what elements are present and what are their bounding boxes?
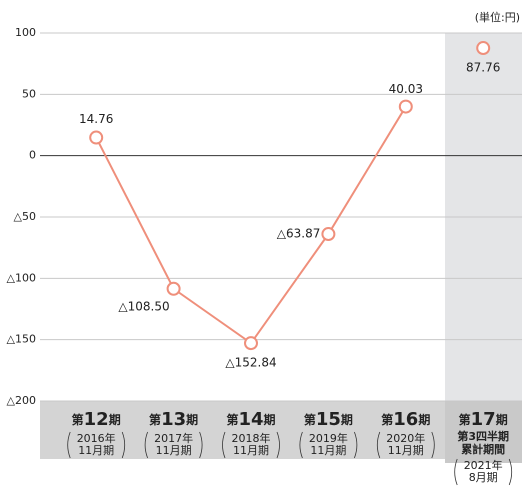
category-label: 第15期	[304, 409, 353, 430]
category-label: 2019年	[309, 431, 348, 445]
marker	[321, 227, 336, 242]
value-label: △152.84	[225, 356, 276, 370]
marker	[476, 41, 491, 56]
category-label: 第16期	[381, 409, 430, 430]
category-label: 11月期	[233, 444, 269, 457]
category-label: 2020年	[386, 431, 425, 445]
bracket	[199, 431, 203, 459]
bracket	[508, 458, 513, 486]
category-label: 11月期	[78, 444, 114, 457]
bracket	[376, 431, 381, 459]
bracket	[144, 431, 148, 459]
bracket	[354, 431, 358, 459]
y-tick-label: △100	[7, 271, 36, 284]
value-label: 14.76	[79, 112, 113, 126]
y-tick-label: 100	[15, 26, 36, 39]
bracket	[454, 458, 458, 486]
marker	[398, 99, 413, 114]
marker	[89, 130, 104, 145]
category-label: 11月期	[310, 444, 346, 457]
category-label: 2018年	[232, 431, 271, 445]
category-label: 11月期	[156, 444, 192, 457]
bracket	[299, 431, 303, 459]
y-tick-label: △200	[7, 394, 36, 407]
category-label: 第17期	[459, 409, 508, 430]
value-label: △63.87	[277, 227, 321, 241]
bracket	[67, 431, 71, 459]
category-label: 8月期	[469, 471, 498, 484]
category-label: 第14期	[226, 409, 275, 430]
value-label: △108.50	[118, 299, 169, 313]
y-tick-label: △150	[7, 333, 36, 346]
category-label: 2021年	[464, 458, 503, 472]
category-label: 累計期間	[461, 442, 505, 456]
category-label: 第12期	[72, 409, 121, 430]
y-tick-label: 50	[22, 87, 36, 100]
category-label: 2017年	[154, 431, 193, 445]
bracket	[222, 431, 226, 459]
marker	[166, 281, 181, 296]
category-label: 第3四半期	[457, 429, 509, 443]
value-label: 40.03	[389, 82, 423, 96]
bracket	[276, 431, 280, 459]
bracket	[431, 431, 435, 459]
y-tick-label: 0	[29, 149, 36, 162]
y-tick-label: △50	[14, 210, 36, 223]
category-label: 2016年	[77, 431, 116, 445]
bracket	[121, 431, 126, 459]
category-band-highlight	[445, 401, 522, 463]
marker	[244, 336, 258, 351]
unit-label: (単位:円)	[475, 10, 520, 24]
category-label: 11月期	[388, 444, 424, 457]
value-label: 87.76	[466, 61, 500, 75]
category-label: 第13期	[149, 409, 198, 430]
